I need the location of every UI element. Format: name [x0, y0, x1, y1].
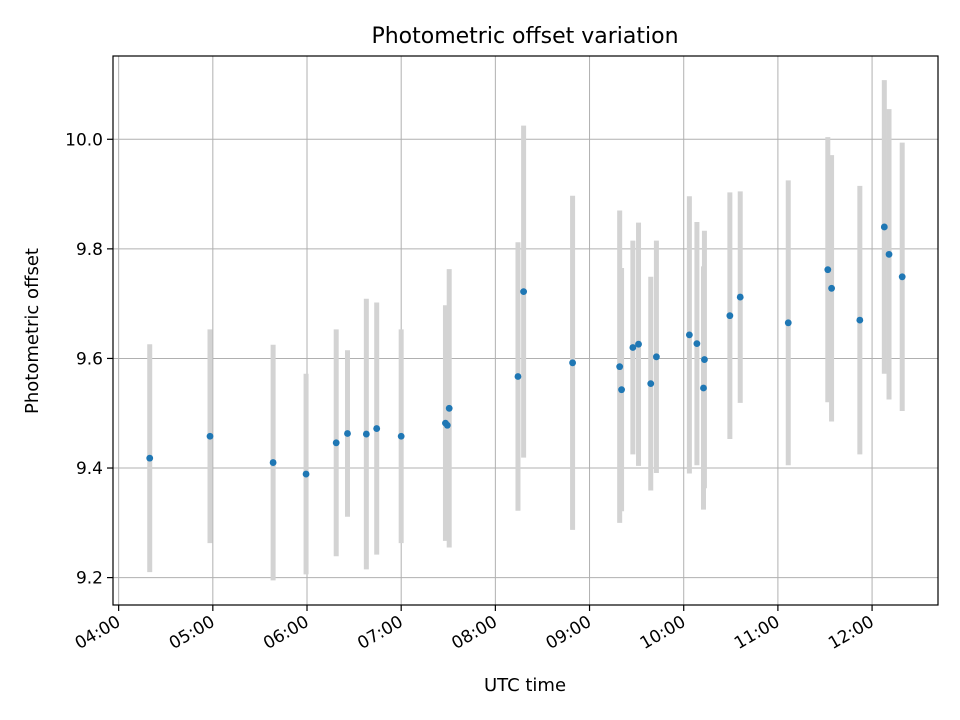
data-point [685, 331, 693, 339]
data-point [784, 319, 792, 327]
x-tick-label: 06:00 [260, 612, 312, 654]
x-tick-label: 05:00 [166, 612, 218, 654]
data-point [514, 373, 522, 380]
data-point [445, 404, 453, 412]
y-axis-ticks: 9.2 9.4 9.6 9.8 10.0 [65, 130, 113, 589]
data-point [332, 439, 340, 447]
data-point [397, 432, 405, 440]
data-point [569, 359, 576, 367]
y-axis-label: Photometric offset [22, 248, 43, 414]
x-tick-label: 04:00 [72, 612, 124, 654]
data-point [880, 223, 888, 231]
data-point [828, 284, 835, 292]
data-point [362, 430, 370, 438]
data-point [824, 266, 832, 274]
data-point [726, 312, 734, 320]
x-axis-label: UTC time [484, 675, 566, 696]
data-point [653, 353, 660, 361]
x-tick-label: 12:00 [825, 612, 877, 654]
data-point [700, 384, 707, 392]
data-point [693, 340, 701, 348]
data-point [856, 316, 864, 324]
data-point [898, 273, 906, 281]
data-point [701, 356, 708, 363]
error-bars [147, 80, 905, 581]
y-tick-label: 9.4 [76, 459, 103, 479]
data-point [206, 432, 214, 440]
data-point [302, 470, 310, 478]
y-tick-label: 9.8 [76, 240, 103, 260]
y-tick-label: 9.6 [76, 349, 103, 369]
data-point [618, 386, 625, 394]
data-points [146, 223, 906, 478]
data-point [146, 454, 154, 462]
data-point [373, 425, 381, 432]
data-point [616, 363, 624, 371]
data-point [443, 421, 451, 429]
y-tick-label: 10.0 [65, 130, 103, 150]
data-point [736, 293, 744, 301]
x-tick-label: 09:00 [543, 612, 595, 654]
x-tick-label: 10:00 [637, 612, 689, 654]
x-tick-label: 08:00 [448, 612, 500, 654]
x-axis-ticks: 04:00 05:00 06:00 07:00 08:00 09:00 10:00 11:00… [72, 605, 878, 654]
chart-title: Photometric offset variation [371, 24, 678, 49]
data-point [344, 430, 351, 437]
x-tick-label: 07:00 [354, 612, 406, 654]
data-point [635, 340, 642, 348]
y-tick-label: 9.2 [76, 569, 103, 589]
data-point [885, 250, 893, 258]
plot-frame [112, 55, 939, 606]
x-tick-label: 11:00 [731, 612, 783, 654]
data-point [629, 344, 637, 351]
data-point [520, 288, 528, 295]
data-point [647, 380, 655, 388]
data-point [269, 459, 277, 466]
